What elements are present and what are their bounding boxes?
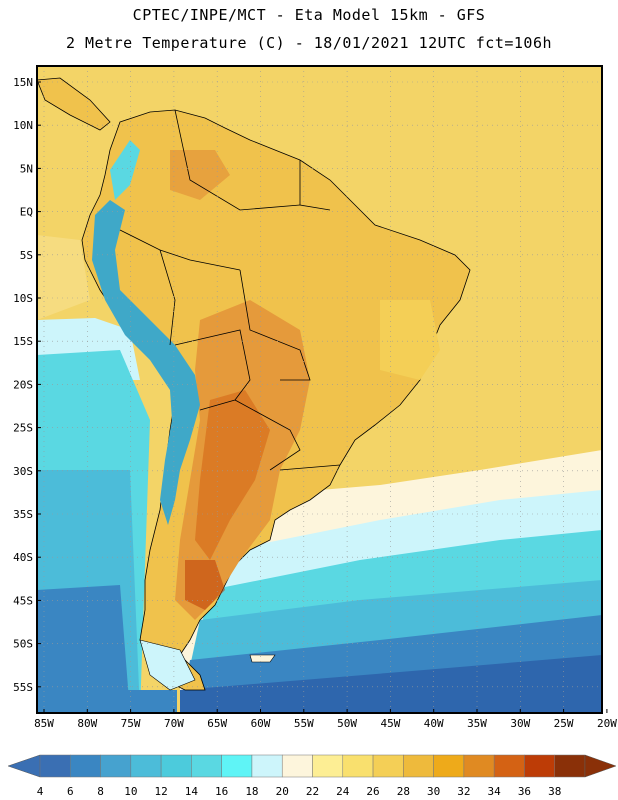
longitude-label: 40W	[424, 717, 444, 730]
legend-swatch	[372, 754, 404, 778]
legend-swatch	[221, 754, 253, 778]
southern-ocean-band	[180, 655, 602, 713]
legend-swatch	[130, 754, 162, 778]
legend-label: 32	[457, 785, 470, 798]
graticule	[37, 66, 602, 713]
pacific-warm-band	[37, 235, 90, 320]
legend-swatch	[191, 754, 222, 778]
longitude-label: 50W	[337, 717, 357, 730]
legend-label: 20	[276, 785, 289, 798]
chart-title: CPTEC/INPE/MCT - Eta Model 15km - GFS	[132, 6, 486, 24]
legend-label: 26	[366, 785, 379, 798]
longitude-label: 70W	[164, 717, 184, 730]
latitude-label: 55S	[13, 681, 33, 694]
patagonia-hot-spot	[185, 560, 225, 610]
longitude-label: 55W	[294, 717, 314, 730]
legend-label: 28	[397, 785, 410, 798]
legend-label: 10	[124, 785, 137, 798]
latitude-label: 45S	[13, 594, 33, 607]
latitude-label: 10S	[13, 292, 33, 305]
tierra-del-fuego	[139, 639, 196, 691]
legend-swatch	[70, 754, 101, 778]
latitude-label: 5S	[20, 249, 33, 262]
legend-high-arrow	[584, 754, 617, 778]
legend-label: 16	[215, 785, 228, 798]
legend-label: 12	[154, 785, 167, 798]
legend-swatch	[312, 754, 344, 778]
legend-label: 14	[185, 785, 199, 798]
legend-swatch	[251, 754, 283, 778]
map-frame	[36, 65, 603, 714]
legend-low-arrow	[7, 754, 41, 778]
latitude-label: 5N	[20, 162, 33, 175]
longitude-label: 85W	[34, 717, 54, 730]
legend-label: 22	[306, 785, 319, 798]
latitude-label: 35S	[13, 508, 33, 521]
legend-label: 18	[245, 785, 258, 798]
latitude-label: EQ	[20, 206, 33, 219]
legend-swatch	[493, 754, 525, 778]
latitude-label: 10N	[13, 119, 33, 132]
legend-label: 30	[427, 785, 440, 798]
colombian-andes	[110, 140, 140, 200]
longitude-label: 75W	[121, 717, 141, 730]
latitude-labels: 15N 10N 5N EQ 5S 10S 15S 20S 25S 30S 35S 40S 45S 50S 5…	[13, 76, 41, 694]
latitude-label: 15N	[13, 76, 33, 89]
chart-subtitle: 2 Metre Temperature (C) - 18/01/2021 12U…	[65, 34, 553, 52]
legend-swatch	[433, 754, 465, 778]
brazil-east-region	[380, 300, 440, 380]
latitude-label: 40S	[13, 551, 33, 564]
legend-swatch	[160, 754, 192, 778]
venezuela-warm-region	[170, 150, 230, 200]
legend-swatch	[39, 754, 71, 778]
latitude-label: 30S	[13, 465, 33, 478]
pacific-colder-band	[37, 585, 130, 713]
central-america	[37, 77, 111, 131]
falkland-islands	[249, 654, 276, 663]
latitude-label: 20S	[13, 378, 33, 391]
andes-cold-spine	[92, 200, 200, 525]
legend-label: 24	[336, 785, 350, 798]
legend-label: 4	[37, 785, 44, 798]
longitude-label: 80W	[77, 717, 97, 730]
legend-label: 34	[488, 785, 502, 798]
legend-label: 8	[97, 785, 104, 798]
legend-swatch	[281, 754, 313, 778]
legend-swatch	[524, 754, 555, 778]
longitude-labels: 85W 80W 75W 70W 65W 60W 55W 50W 45W 40W 35W 30W 25W 2…	[34, 709, 617, 730]
legend-label: 6	[67, 785, 74, 798]
legend-swatch	[403, 754, 434, 778]
hottest-core-region	[195, 390, 270, 560]
color-legend: 4 6 8 10 12 14 16 18 20 22 24 26 28 30 32 34 36 38	[7, 754, 617, 798]
longitude-label: 65W	[207, 717, 227, 730]
legend-label: 36	[518, 785, 531, 798]
legend-swatch	[554, 754, 586, 778]
legend-label: 38	[548, 785, 561, 798]
map-field	[37, 66, 602, 713]
longitude-label: 35W	[467, 717, 487, 730]
longitude-label: 60W	[251, 717, 271, 730]
legend-swatch	[342, 754, 374, 778]
longitude-label: 45W	[380, 717, 400, 730]
latitude-label: 50S	[13, 638, 33, 651]
longitude-label: 25W	[554, 717, 574, 730]
longitude-label: 30W	[510, 717, 530, 730]
pacific-south-band	[37, 690, 177, 713]
longitude-label: 20W	[597, 717, 617, 730]
latitude-label: 25S	[13, 422, 33, 435]
legend-swatch	[100, 754, 132, 778]
latitude-label: 15S	[13, 335, 33, 348]
legend-swatch	[463, 754, 495, 778]
country-borders	[119, 109, 341, 471]
